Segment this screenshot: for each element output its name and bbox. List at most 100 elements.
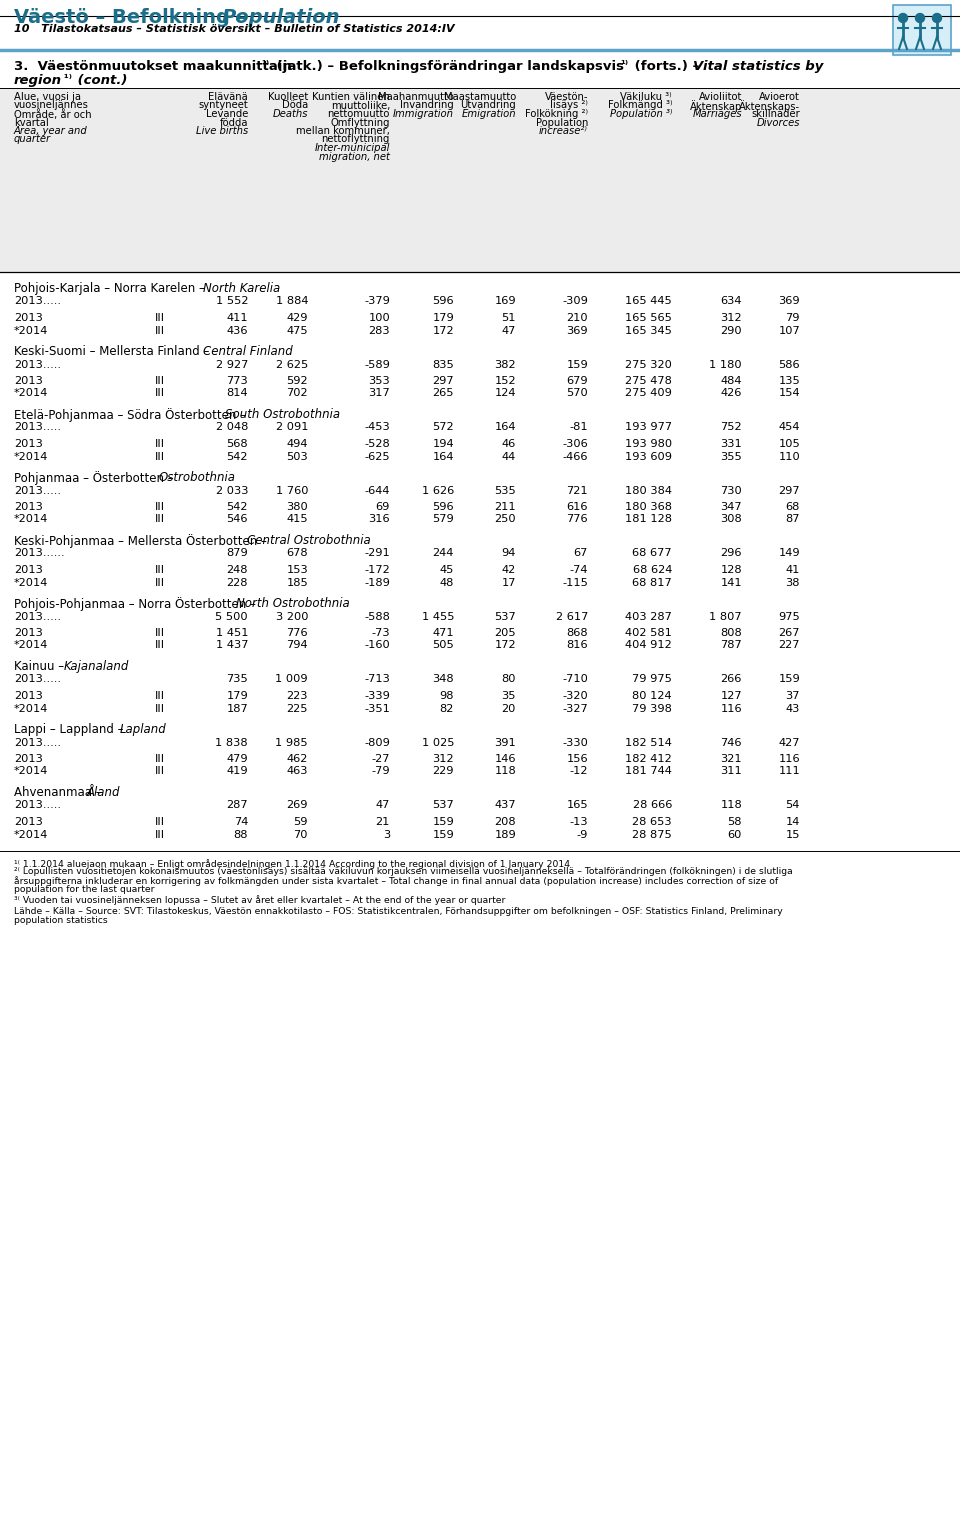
Bar — [0, 88, 960, 272]
Text: 193 609: 193 609 — [625, 451, 672, 462]
Text: 208: 208 — [494, 817, 516, 826]
Text: årsuppgifterna inkluderar en korrigering av folkmängden under sista kvartalet – : årsuppgifterna inkluderar en korrigering… — [14, 876, 779, 886]
Text: 1 838: 1 838 — [215, 738, 248, 747]
Text: 225: 225 — [286, 703, 308, 714]
Text: 124: 124 — [494, 389, 516, 398]
Text: 436: 436 — [227, 325, 248, 336]
Text: Äktenskaps-: Äktenskaps- — [739, 100, 800, 112]
Text: Avioerot: Avioerot — [759, 93, 800, 102]
Text: Central Finland: Central Finland — [203, 345, 293, 358]
Text: 380: 380 — [286, 501, 308, 512]
Text: 411: 411 — [227, 313, 248, 324]
Text: 127: 127 — [720, 691, 742, 700]
Text: -379: -379 — [364, 296, 390, 307]
Text: ¹⁾: ¹⁾ — [60, 74, 72, 84]
Text: 20: 20 — [502, 703, 516, 714]
Text: 1 884: 1 884 — [276, 296, 308, 307]
Text: 68 677: 68 677 — [633, 548, 672, 559]
Text: 118: 118 — [494, 767, 516, 776]
Text: 773: 773 — [227, 377, 248, 386]
Text: (forts.) –: (forts.) – — [630, 59, 704, 73]
Text: 2013.....: 2013..... — [14, 360, 61, 369]
Text: 463: 463 — [286, 767, 308, 776]
Text: 179: 179 — [432, 313, 454, 324]
Text: Väkiluku ³⁾: Väkiluku ³⁾ — [620, 93, 672, 102]
Text: 159: 159 — [432, 817, 454, 826]
Text: 180 384: 180 384 — [625, 486, 672, 495]
Text: 308: 308 — [720, 515, 742, 524]
Text: 146: 146 — [494, 753, 516, 764]
Text: 269: 269 — [286, 801, 308, 811]
Text: 2 091: 2 091 — [276, 422, 308, 433]
Text: 60: 60 — [728, 829, 742, 840]
Text: 107: 107 — [779, 325, 800, 336]
Text: 462: 462 — [287, 753, 308, 764]
Text: South Ostrobothnia: South Ostrobothnia — [225, 409, 340, 421]
Text: Kuolleet: Kuolleet — [268, 93, 308, 102]
Text: 275 478: 275 478 — [625, 377, 672, 386]
Text: 111: 111 — [779, 767, 800, 776]
Text: 68: 68 — [785, 501, 800, 512]
Text: Deaths: Deaths — [273, 109, 308, 118]
Text: 68 624: 68 624 — [633, 565, 672, 576]
Text: 159: 159 — [779, 674, 800, 685]
Text: 5 500: 5 500 — [215, 612, 248, 621]
Text: Population ³⁾: Population ³⁾ — [610, 109, 672, 118]
Text: Inter-municipal: Inter-municipal — [315, 143, 390, 153]
Text: 794: 794 — [286, 641, 308, 650]
Text: 227: 227 — [779, 641, 800, 650]
Text: 427: 427 — [779, 738, 800, 747]
Text: -644: -644 — [365, 486, 390, 495]
Text: 172: 172 — [432, 325, 454, 336]
Text: 187: 187 — [227, 703, 248, 714]
Text: 746: 746 — [721, 738, 742, 747]
Text: 1 807: 1 807 — [709, 612, 742, 621]
Text: 415: 415 — [286, 515, 308, 524]
Text: Invandring: Invandring — [400, 100, 454, 111]
Text: 570: 570 — [566, 389, 588, 398]
Text: 244: 244 — [433, 548, 454, 559]
Text: 79 398: 79 398 — [632, 703, 672, 714]
Text: 165 345: 165 345 — [625, 325, 672, 336]
Text: 382: 382 — [494, 360, 516, 369]
Text: -291: -291 — [364, 548, 390, 559]
Text: 14: 14 — [785, 817, 800, 826]
Text: 43: 43 — [785, 703, 800, 714]
Text: -320: -320 — [563, 691, 588, 700]
Text: 1 760: 1 760 — [276, 486, 308, 495]
Text: 596: 596 — [432, 296, 454, 307]
Text: 816: 816 — [566, 641, 588, 650]
Text: Väestö – Befolkning –: Väestö – Befolkning – — [14, 8, 253, 27]
Text: -172: -172 — [364, 565, 390, 576]
Text: 2013.....: 2013..... — [14, 612, 61, 621]
Text: 479: 479 — [227, 753, 248, 764]
Text: 229: 229 — [433, 767, 454, 776]
Text: -351: -351 — [364, 703, 390, 714]
Text: 312: 312 — [432, 753, 454, 764]
Text: III: III — [155, 451, 165, 462]
Text: 1 437: 1 437 — [215, 641, 248, 650]
Text: lisäys ²⁾: lisäys ²⁾ — [550, 100, 588, 111]
Text: 41: 41 — [785, 565, 800, 576]
Text: 100: 100 — [369, 313, 390, 324]
Text: -713: -713 — [364, 674, 390, 685]
Text: Central Ostrobothnia: Central Ostrobothnia — [247, 535, 371, 547]
Text: III: III — [155, 691, 165, 700]
Text: Maastamuutto: Maastamuutto — [444, 93, 516, 102]
Text: 537: 537 — [494, 612, 516, 621]
Text: 2013.....: 2013..... — [14, 296, 61, 307]
Text: -189: -189 — [364, 577, 390, 588]
Text: 180 368: 180 368 — [625, 501, 672, 512]
Text: 3.  Väestönmuutokset maakunnittain: 3. Väestönmuutokset maakunnittain — [14, 59, 297, 73]
Text: 494: 494 — [286, 439, 308, 450]
Text: 47: 47 — [375, 801, 390, 811]
Text: nettoflyttning: nettoflyttning — [322, 135, 390, 144]
Text: 70: 70 — [294, 829, 308, 840]
Text: *2014: *2014 — [14, 767, 48, 776]
Text: Alue, vuosi ja: Alue, vuosi ja — [14, 93, 81, 102]
Text: Utvandring: Utvandring — [460, 100, 516, 111]
Text: Kuntien välinen: Kuntien välinen — [312, 93, 390, 102]
Text: 296: 296 — [721, 548, 742, 559]
Text: Kainuu –: Kainuu – — [14, 659, 68, 673]
Text: 128: 128 — [720, 565, 742, 576]
